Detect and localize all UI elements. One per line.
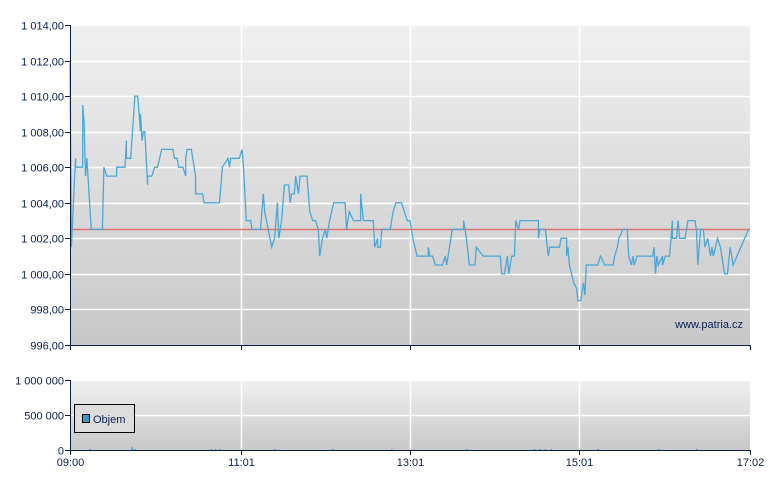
volume-bar xyxy=(214,449,217,450)
y-tick-label: 1 004,00 xyxy=(21,199,64,211)
x-tick-label: 17:02 xyxy=(737,457,765,469)
y-tick-label: 1 008,00 xyxy=(21,128,64,140)
x-tick-label: 15:01 xyxy=(566,457,594,469)
y-tick-label: 998,00 xyxy=(30,305,64,317)
y-tick-label: 1 012,00 xyxy=(21,57,64,69)
volume-bar xyxy=(89,449,91,450)
y-tick-label: 1 000 000 xyxy=(15,376,64,388)
x-tick-label: 11:01 xyxy=(228,457,255,469)
y-tick-label: 996,00 xyxy=(30,341,64,353)
legend-label-objem: Objem xyxy=(93,414,125,426)
x-tick-label: 09:00 xyxy=(57,457,85,469)
watermark: www.patria.cz xyxy=(674,319,743,331)
volume-bar xyxy=(657,449,660,450)
y-tick-label: 0 xyxy=(58,446,64,458)
volume-bar xyxy=(695,449,698,450)
price-panel: 1 014,00 1 012,00 1 010,00 1 008,00 1 006,00… xyxy=(21,21,751,353)
y-tick-label: 500 000 xyxy=(24,411,64,423)
volume-bar xyxy=(533,449,536,450)
volume-bar xyxy=(274,449,276,450)
x-tick-label: 13:01 xyxy=(397,457,425,469)
volume-panel: 1 000 000 500 000 009:00 11:01 13:01 15:01 17:… xyxy=(15,376,764,470)
volume-bar xyxy=(331,449,334,450)
volume-bar xyxy=(391,449,393,450)
volume-bar xyxy=(210,449,213,450)
volume-bar xyxy=(550,449,553,450)
volume-legend: Objem xyxy=(74,404,135,433)
y-tick-label: 1 000,00 xyxy=(21,270,64,282)
volume-bar xyxy=(131,447,134,450)
volume-bar xyxy=(544,449,547,450)
legend-swatch xyxy=(82,414,90,423)
y-tick-label: 1 002,00 xyxy=(21,234,64,246)
volume-bar xyxy=(134,449,136,450)
volume-bar xyxy=(465,449,468,450)
y-tick-label: 1 014,00 xyxy=(21,21,64,33)
volume-bar xyxy=(597,449,599,450)
y-tick-label: 1 006,00 xyxy=(21,163,64,175)
volume-bar xyxy=(219,449,221,450)
price-line xyxy=(69,60,750,302)
volume-bar xyxy=(539,449,541,450)
y-tick-label: 1 010,00 xyxy=(21,92,64,104)
